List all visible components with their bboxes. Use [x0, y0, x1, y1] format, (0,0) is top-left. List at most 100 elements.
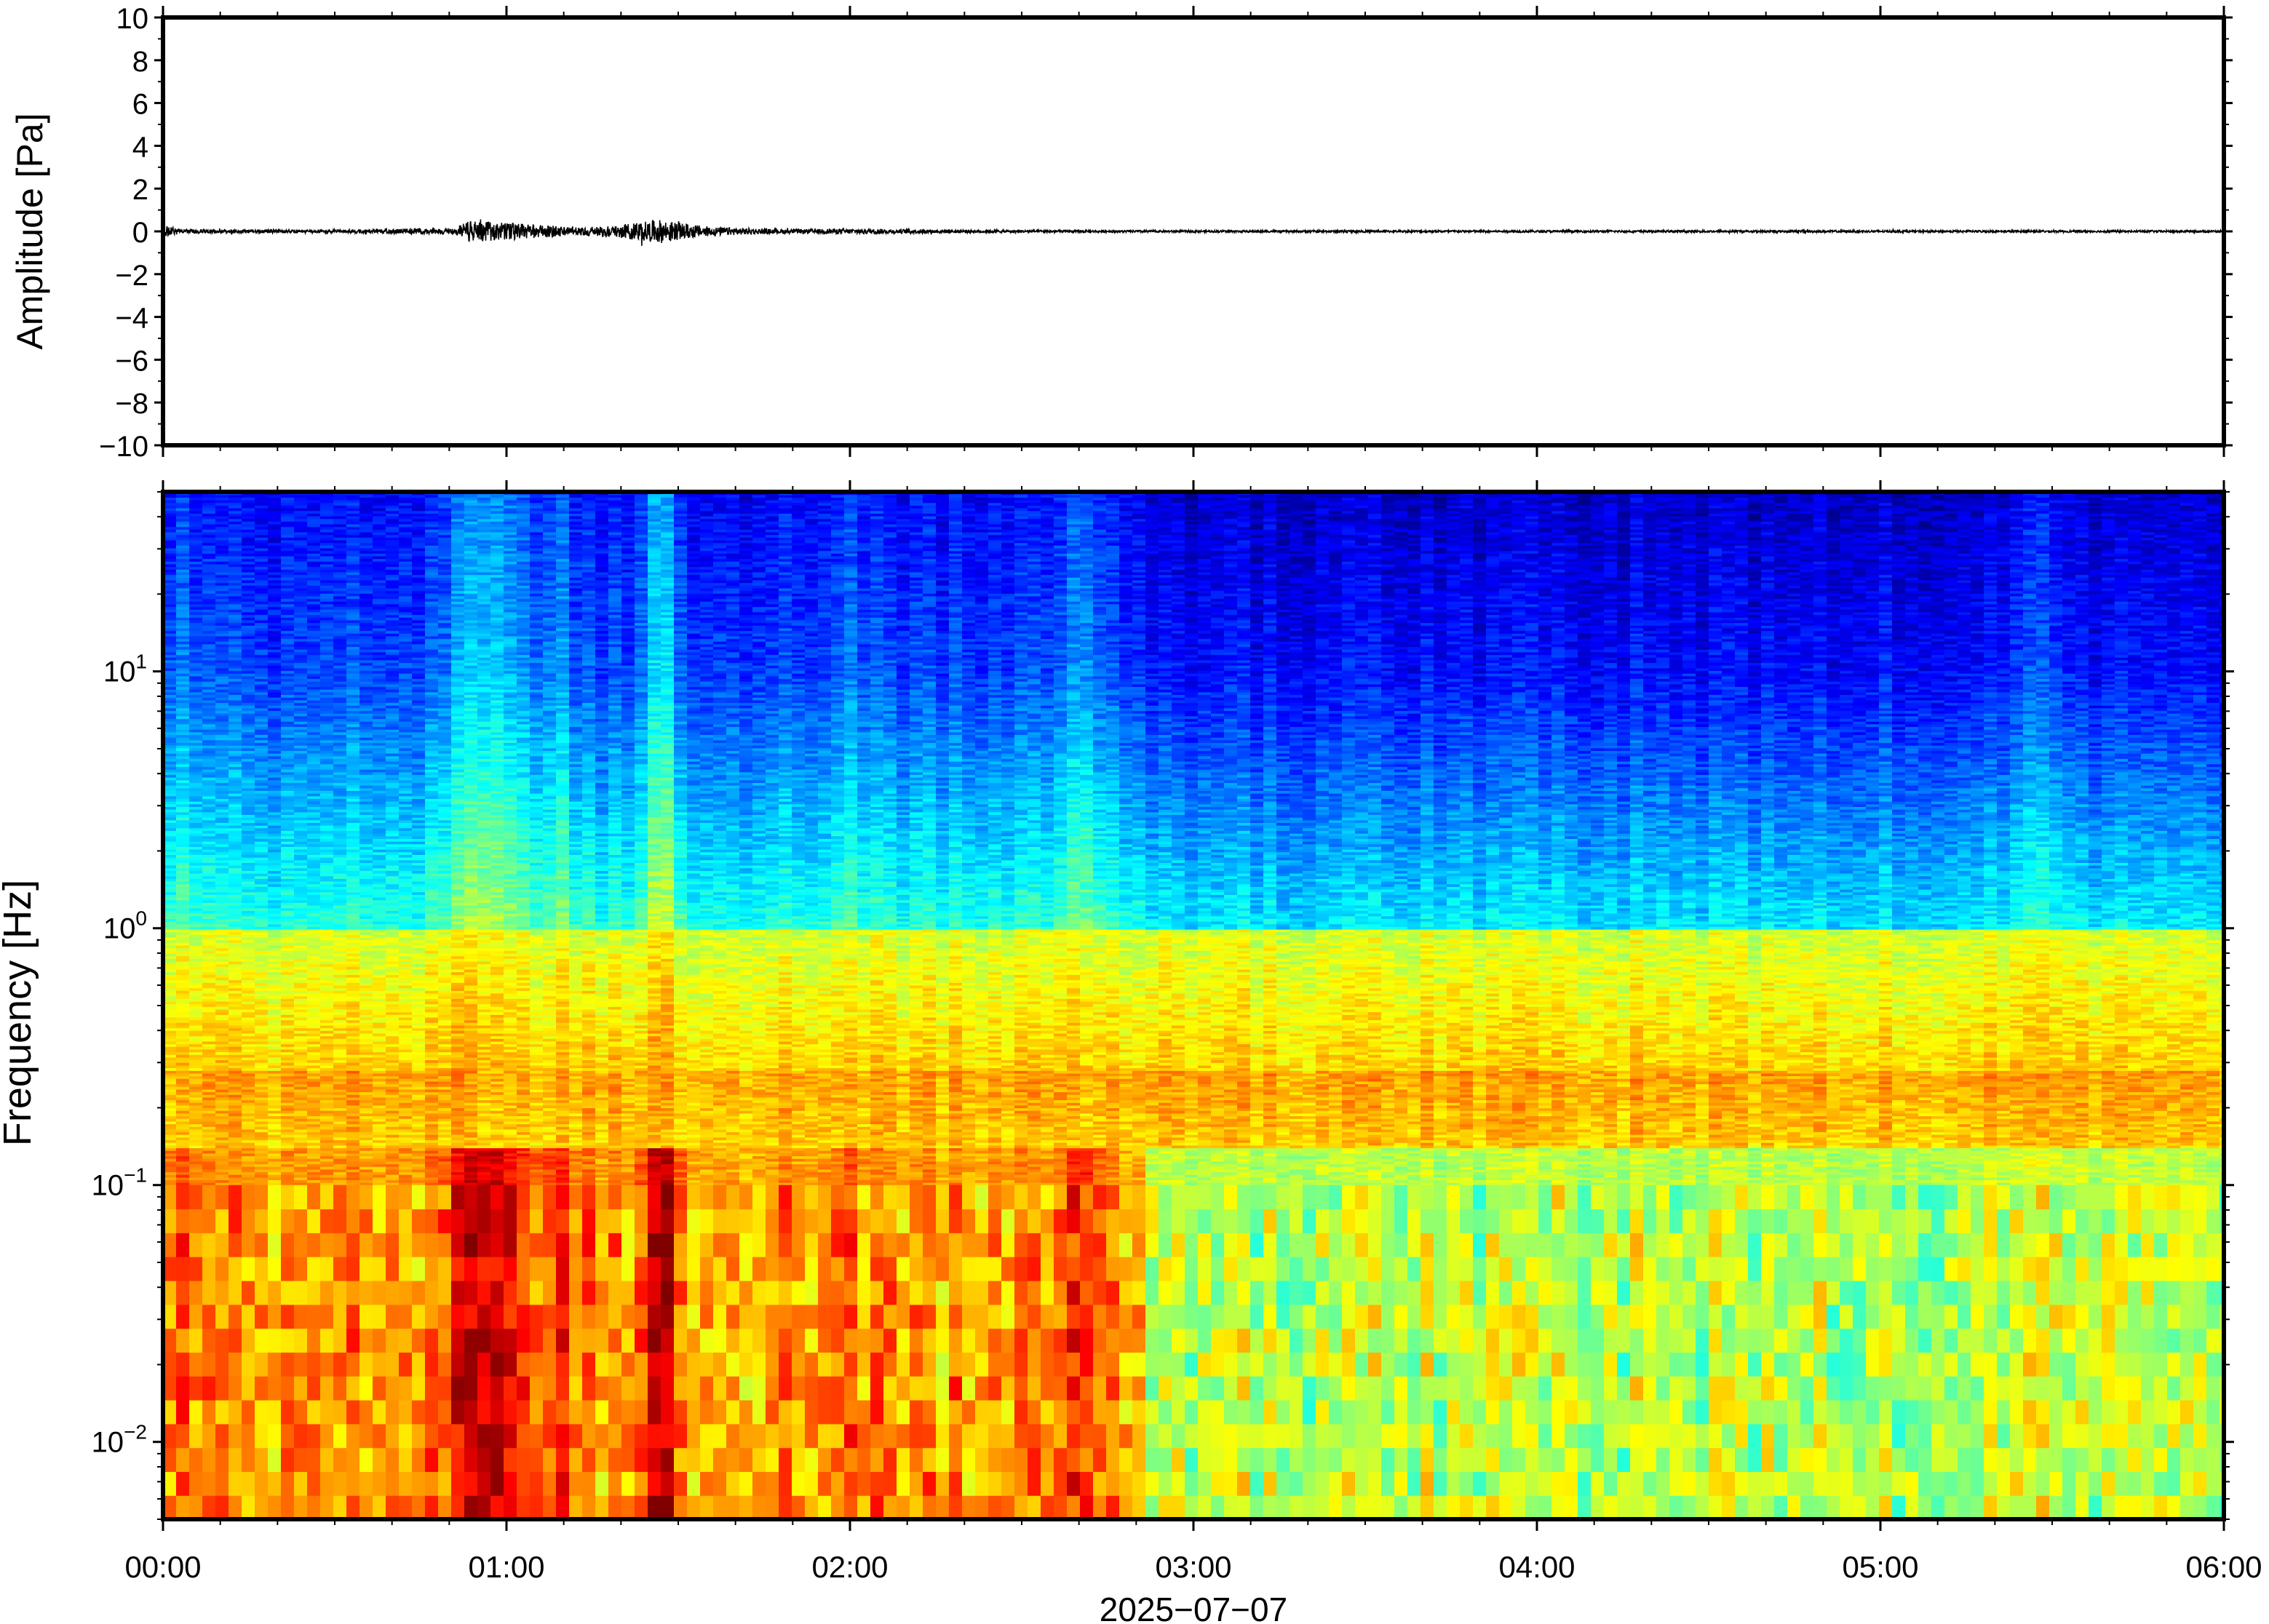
spectrogram-cell: [255, 1185, 269, 1209]
spectrogram-cell: [255, 1257, 269, 1281]
spectrogram-cell: [255, 798, 269, 801]
spectrogram-cell: [268, 1017, 282, 1020]
spectrogram-cell: [229, 913, 242, 916]
spectrogram-cell: [215, 575, 229, 578]
spectrogram-cell: [189, 1076, 203, 1079]
spectrogram-cell: [255, 814, 269, 817]
spectrogram-cell: [255, 703, 269, 706]
spectrogram-cell: [189, 508, 203, 511]
spectrogram-cell: [268, 780, 282, 783]
spectrogram-cell: [255, 761, 269, 764]
spectrogram-cell: [229, 897, 242, 900]
spectrogram-cell: [189, 620, 203, 623]
spectrogram-cell: [215, 1129, 229, 1132]
spectrogram-cell: [189, 1129, 203, 1132]
spectrogram-cell: [176, 806, 190, 809]
spectrogram-cell: [229, 561, 242, 564]
spectrogram-cell: [242, 1137, 255, 1140]
spectrogram-cell: [176, 583, 190, 586]
spectrogram-cell: [189, 1471, 203, 1495]
spectrogram-cell: [268, 1174, 282, 1177]
spectrogram-cell: [229, 660, 242, 663]
spectrogram-cell: [202, 1049, 216, 1052]
spectrogram-cell: [255, 905, 269, 908]
spectrogram-cell: [242, 1376, 255, 1400]
spectrogram-cell: [176, 1495, 190, 1519]
spectrogram-cell: [176, 1134, 190, 1137]
spectrogram-cell: [242, 817, 255, 820]
spectrogram-cell: [242, 868, 255, 871]
spectrogram-cell: [242, 719, 255, 722]
spectrogram-cell: [255, 1124, 269, 1127]
spectrogram-cell: [255, 1121, 269, 1124]
spectrogram-cell: [268, 1022, 282, 1025]
spectrogram-cell: [255, 1352, 269, 1376]
spectrogram-cell: [215, 1041, 229, 1044]
spectrogram-cell: [255, 612, 269, 615]
spectrogram-cell: [268, 689, 282, 692]
spectrogram-cell: [202, 620, 216, 623]
waveform-ylabel: Amplitude [Pa]: [9, 113, 50, 349]
spectrogram-cell: [176, 846, 190, 849]
spectrogram-cell: [215, 681, 229, 684]
spectrogram-cell: [255, 777, 269, 780]
spectrogram-cell: [202, 974, 216, 977]
spectrogram-cell: [255, 540, 269, 543]
spectrogram-cell: [202, 889, 216, 892]
spectrogram-cell: [268, 902, 282, 905]
spectrogram-cell: [255, 801, 269, 804]
spectrogram-cell: [215, 1448, 229, 1472]
spectrogram-cell: [176, 545, 190, 548]
spectrogram-cell: [215, 649, 229, 652]
waveform-ytick-label: −2: [115, 260, 148, 292]
spectrogram-cell: [255, 1329, 269, 1353]
spectrogram-cell: [202, 1376, 216, 1400]
spectrogram-cell: [242, 801, 255, 804]
spectrogram-cell: [189, 1068, 203, 1071]
spectrogram-cell: [202, 716, 216, 719]
spectrogram-cell: [202, 1068, 216, 1071]
spectrogram-cell: [229, 1124, 242, 1127]
spectrogram-cell: [255, 1060, 269, 1063]
spectrogram-cell: [242, 1495, 255, 1519]
spectrogram-cell: [268, 1145, 282, 1148]
spectrogram-cell: [255, 964, 269, 967]
spectrogram-cell: [189, 1038, 203, 1041]
spectrogram-cell: [189, 575, 203, 578]
spectrogram-cell: [189, 521, 203, 524]
spectrogram-cell: [268, 644, 282, 647]
spectrogram-cell: [268, 860, 282, 863]
spectrogram-cell: [229, 814, 242, 817]
spectrogram-cell: [176, 1305, 190, 1329]
spectrogram-cell: [229, 1471, 242, 1495]
spectrogram-cell: [229, 772, 242, 775]
spectrogram-cell: [229, 1100, 242, 1103]
spectrogram-cell: [242, 1124, 255, 1127]
spectrogram-cell: [176, 756, 190, 759]
spectrogram-cell: [215, 1012, 229, 1015]
spectrogram-cell: [215, 561, 229, 564]
spectrogram-cell: [176, 921, 190, 924]
spectrogram-cell: [268, 1116, 282, 1119]
spectrogram-cell: [242, 1142, 255, 1145]
spectrogram-cell: [189, 798, 203, 801]
spectrogram-cell: [215, 910, 229, 913]
spectrogram-cell: [215, 958, 229, 961]
spectrogram-cell: [176, 620, 190, 623]
spectrogram-cell: [242, 1092, 255, 1095]
spectrogram-cell: [176, 1105, 190, 1108]
spectrogram-cell: [242, 1448, 255, 1472]
spectrogram-cell: [268, 508, 282, 511]
spectrogram-cell: [189, 719, 203, 722]
spectrogram-cell: [255, 1017, 269, 1020]
spectrogram-cell: [189, 790, 203, 793]
spectrogram-cell: [268, 1030, 282, 1033]
spectrogram-cell: [229, 790, 242, 793]
spectrogram-cell: [229, 1084, 242, 1087]
spectrogram-cell: [242, 822, 255, 825]
spectrogram-cell: [281, 1145, 295, 1148]
spectrogram-cell: [229, 860, 242, 863]
spectrogram-cell: [229, 972, 242, 975]
spectrogram-cell: [202, 612, 216, 615]
spectrogram-cell: [229, 1068, 242, 1071]
